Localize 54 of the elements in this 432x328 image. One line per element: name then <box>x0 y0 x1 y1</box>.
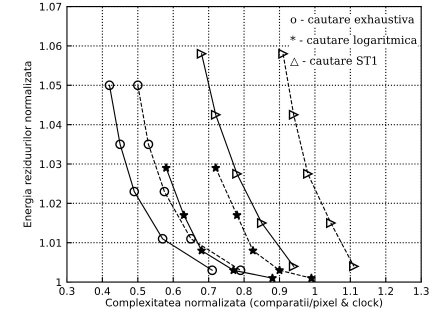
point <box>132 80 143 90</box>
y-tick-label: 1.02 <box>40 200 62 208</box>
point <box>302 168 313 179</box>
point <box>232 210 242 220</box>
point <box>196 48 206 59</box>
point <box>196 246 206 255</box>
annotation: △ - cautare ST1 <box>290 56 377 66</box>
point <box>104 80 114 90</box>
y-tick-label: 1.05 <box>40 82 62 90</box>
point <box>115 139 125 150</box>
y-tick-label: 1.03 <box>40 160 62 168</box>
point <box>144 139 154 150</box>
point <box>211 163 220 172</box>
point <box>236 265 246 276</box>
x-tick-label: 0.5 <box>130 287 146 296</box>
point <box>232 168 242 179</box>
point <box>210 110 221 120</box>
x-tick-label: 0.3 <box>59 287 74 296</box>
point <box>306 273 316 282</box>
point <box>129 186 140 196</box>
y-tick-label: 1.06 <box>40 42 62 50</box>
point <box>326 218 336 228</box>
y-tick-label: 1.01 <box>40 238 62 247</box>
y-tick-label: 1 <box>56 278 62 286</box>
point <box>158 234 168 244</box>
x-tick-label: 1 <box>312 287 318 295</box>
x-tick-label: 1.2 <box>378 287 394 295</box>
point <box>179 210 189 220</box>
y-axis-title: Energia reziduurilor normalizata <box>23 62 34 227</box>
x-tick-label: 0.6 <box>166 287 181 296</box>
x-tick-label: 1.1 <box>343 287 358 295</box>
y-tick-label: 1.04 <box>40 120 62 129</box>
point <box>268 273 278 282</box>
point <box>248 246 258 255</box>
point <box>256 218 267 228</box>
x-tick-label: 0.4 <box>94 287 110 296</box>
point <box>288 261 299 272</box>
x-tick-label: 0.8 <box>236 287 252 296</box>
point <box>186 234 196 244</box>
point <box>161 163 171 172</box>
point <box>207 265 218 276</box>
point <box>274 265 284 274</box>
annotation: o - cautare exhaustiva <box>290 14 414 24</box>
annotation: * - cautare logaritmica <box>290 35 417 46</box>
point <box>288 110 299 120</box>
point <box>160 186 170 196</box>
point <box>278 48 288 59</box>
x-tick-label: 0.9 <box>272 287 288 296</box>
x-axis-title: Complexitatea normalizata (comparatii/pixel & clock) <box>106 298 382 308</box>
x-tick-label: 0.7 <box>201 287 216 296</box>
point <box>349 261 359 272</box>
y-tick-label: 1.07 <box>40 2 62 11</box>
x-tick-label: 1.3 <box>414 287 429 296</box>
point <box>228 265 238 274</box>
